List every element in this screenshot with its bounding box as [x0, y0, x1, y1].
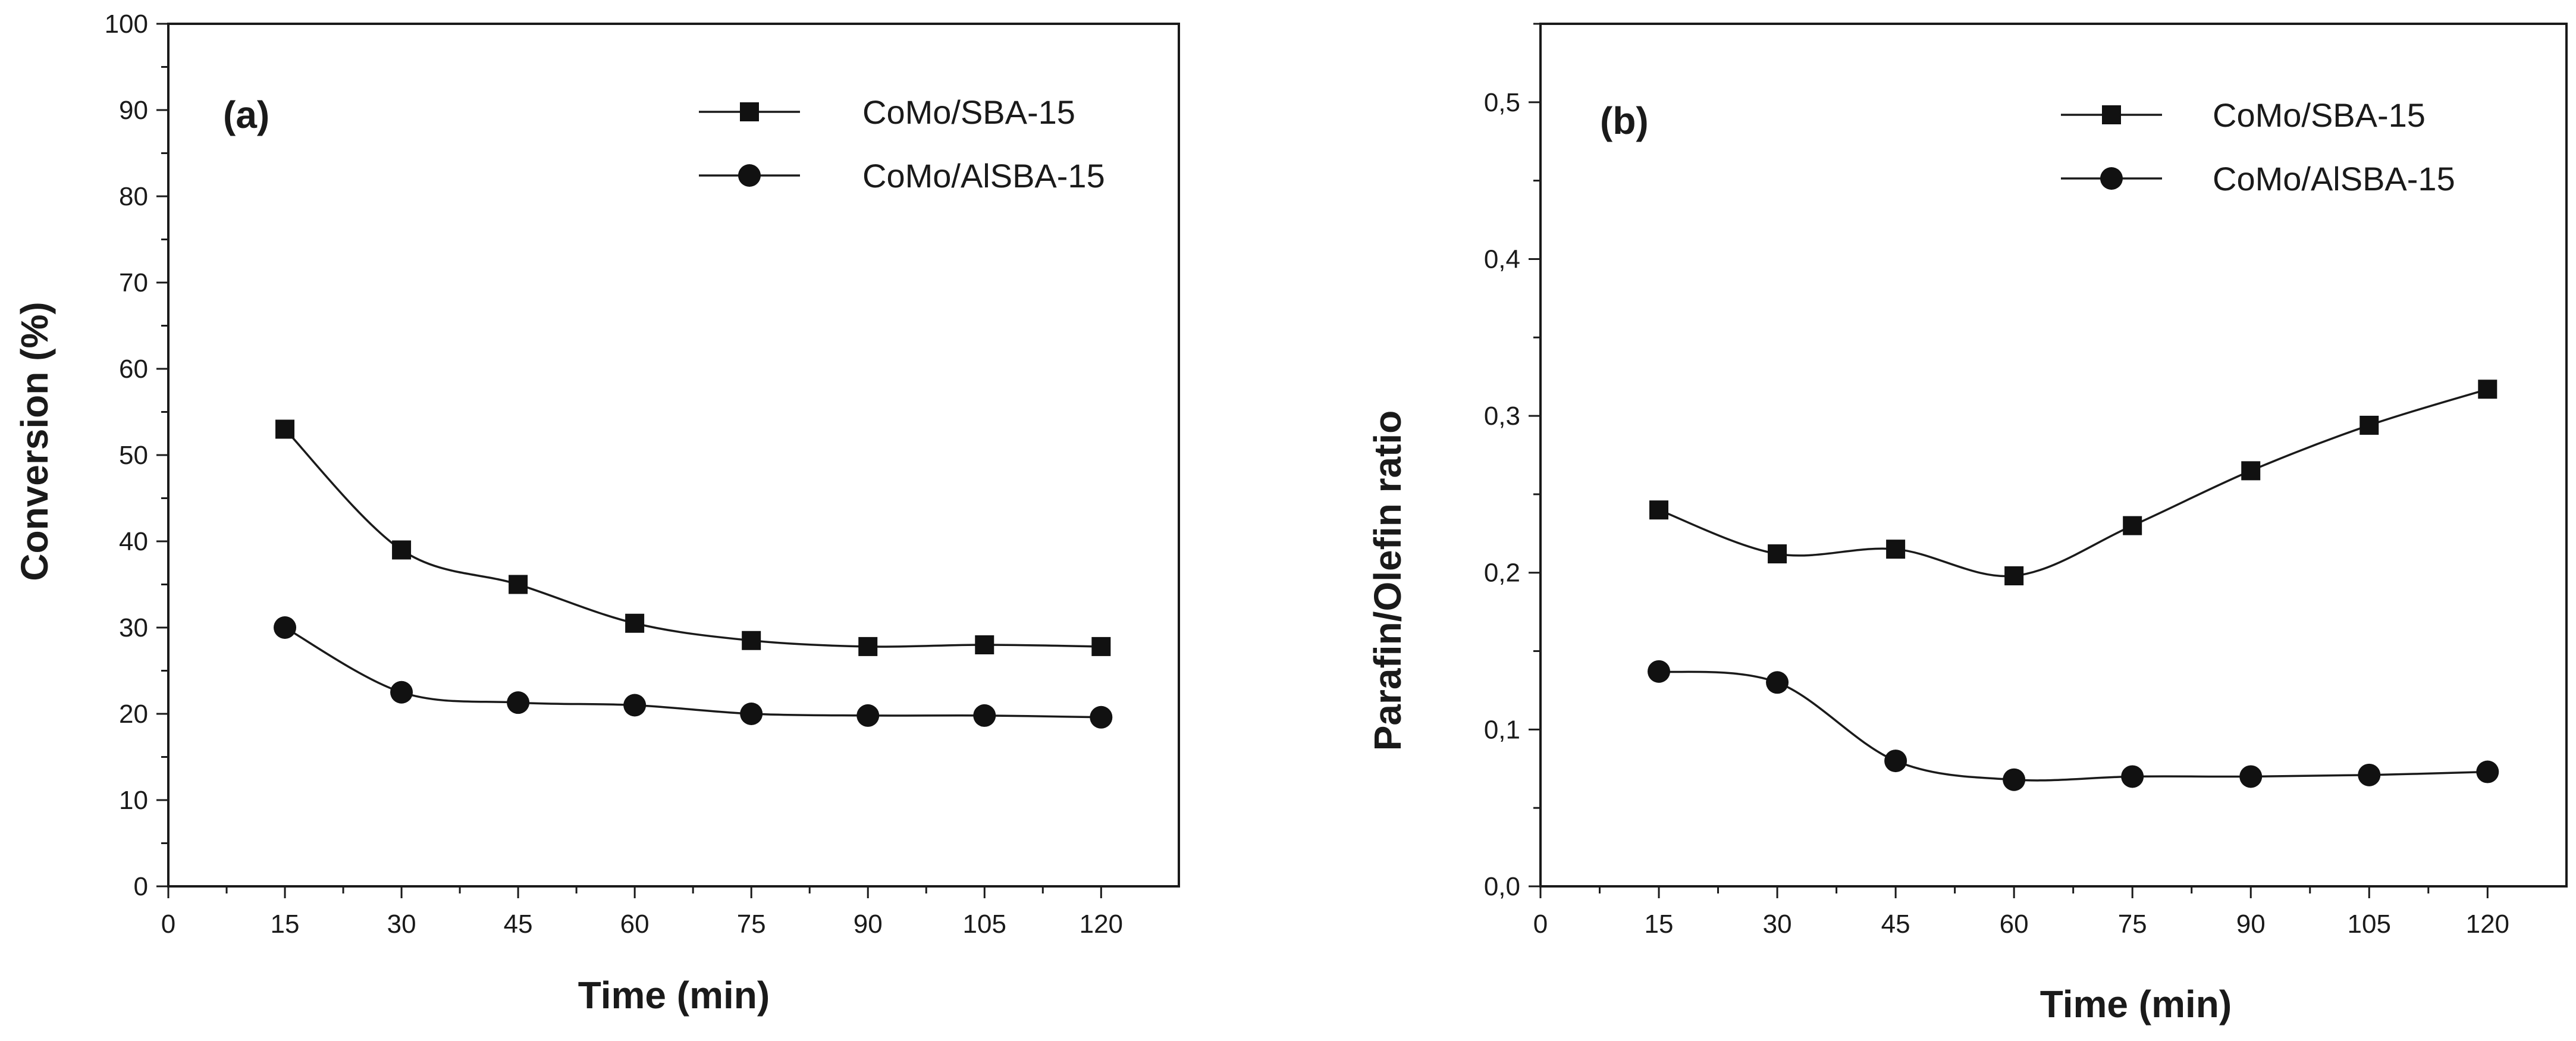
panel-b-series-1-point	[1886, 540, 1906, 559]
panel-a-legend-label-1: CoMo/SBA-15	[862, 93, 1075, 131]
panel-a-legend-label-2: CoMo/AlSBA-15	[862, 157, 1105, 195]
panel-a-series-2-point	[274, 616, 297, 639]
panel-a-y-tick-label: 20	[119, 700, 148, 729]
panel-b-x-tick-label: 105	[2348, 910, 2391, 939]
panel-b-series-2-point	[2121, 765, 2144, 788]
panel-b-series-2-point	[1766, 671, 1789, 694]
panel-b: (b) Time (min) Parafin/Olefin ratio CoMo…	[1366, 23, 2568, 1026]
panel-b-y-tick-label: 0,0	[1484, 872, 1520, 901]
panel-b-series-1-line	[1658, 388, 2488, 578]
panel-a-x-tick-label: 105	[963, 910, 1006, 939]
panel-b-x-tick-label: 30	[1763, 910, 1792, 939]
panel-a-x-axis-title: Time (min)	[578, 974, 770, 1017]
panel-b-x-tick-label: 0	[1533, 910, 1548, 939]
panel-a-series-2-point	[623, 694, 647, 717]
panel-b-series-1-point	[2241, 461, 2261, 481]
panel-b-series-1-point	[2359, 415, 2379, 435]
panel-b-legend-marker-2	[2100, 167, 2123, 190]
panel-b-series-2-point	[2239, 765, 2263, 788]
panel-a-y-tick-label: 70	[119, 268, 148, 297]
panel-a-series-1-point	[625, 613, 645, 633]
panel-a-y-tick-label: 100	[105, 10, 148, 39]
panel-b-x-tick-label: 15	[1645, 910, 1674, 939]
panel-a-x-tick-label: 90	[854, 910, 883, 939]
panel-b-x-axis-title: Time (min)	[2040, 983, 2232, 1026]
panel-a-x-tick-label: 15	[271, 910, 300, 939]
panel-b-series-2-point	[2476, 760, 2499, 783]
panel-b-series-1-point	[2123, 516, 2142, 535]
panel-a-y-tick-label: 10	[119, 786, 148, 815]
panel-b-x-tick-label: 45	[1881, 910, 1910, 939]
panel-a-series-1-point	[275, 419, 295, 439]
panel-a-y-tick-label: 50	[119, 441, 148, 470]
panel-b-y-tick-label: 0,4	[1484, 244, 1520, 274]
panel-a-y-axis-title: Conversion (%)	[13, 302, 56, 581]
panel-b-x-tick-label: 75	[2118, 910, 2147, 939]
panel-b-series-1-point	[2478, 380, 2497, 399]
panel-a-legend-marker-2	[738, 164, 761, 187]
panel-a-series-2-point	[1090, 706, 1113, 729]
panel-b-series-2-point	[1648, 660, 1671, 683]
panel-a-label: (a)	[223, 93, 269, 136]
panel-a-y-tick-label: 60	[119, 355, 148, 384]
panel-a-series-1-line	[284, 428, 1102, 648]
panel-a-x-tick-label: 45	[504, 910, 533, 939]
panel-a-plot-frame	[167, 23, 1180, 888]
panel-a-series-2-point	[390, 681, 413, 704]
panel-a-y-tick-label: 0	[134, 872, 148, 901]
panel-a-y-tick-label: 30	[119, 613, 148, 642]
panel-b-y-tick-label: 0,2	[1484, 559, 1520, 588]
panel-b-series-1-point	[2004, 566, 2024, 585]
panel-a-series-1-point	[509, 575, 528, 594]
panel-a-series-2-point	[740, 703, 763, 725]
panel-a-series-2-point	[856, 704, 880, 727]
panel-a-series-2-point	[507, 691, 530, 714]
panel-a-y-tick-label: 40	[119, 527, 148, 556]
panel-b-x-tick-label: 120	[2466, 910, 2509, 939]
panel-b-series-2-point	[1884, 750, 1907, 773]
panel-b-plot-frame	[1539, 23, 2568, 888]
panel-a-series-1-point	[392, 540, 412, 560]
panel-a-x-tick-label: 75	[737, 910, 766, 939]
panel-b-x-tick-label: 60	[2000, 910, 2029, 939]
panel-b-legend-label-1: CoMo/SBA-15	[2213, 96, 2426, 134]
panel-a-y-tick-label: 80	[119, 182, 148, 211]
panel-b-y-tick-label: 0,3	[1484, 402, 1520, 431]
panel-b-y-axis-title: Parafin/Olefin ratio	[1366, 410, 1409, 751]
panel-a-x-tick-label: 30	[387, 910, 416, 939]
panel-a: (a) Time (min) Conversion (%) CoMo/SBA-1…	[13, 10, 1180, 1017]
panel-b-legend-marker-1	[2102, 105, 2121, 124]
panel-b-series-1-point	[1649, 500, 1669, 520]
panel-a-x-tick-label: 60	[620, 910, 650, 939]
panel-b-legend-label-2: CoMo/AlSBA-15	[2213, 160, 2455, 197]
panel-a-x-tick-label: 0	[161, 910, 175, 939]
panel-b-y-tick-label: 0,1	[1484, 715, 1520, 744]
panel-b-label: (b)	[1600, 99, 1649, 142]
panel-a-series-1-point	[742, 631, 761, 650]
panel-a-series-1-point	[1091, 636, 1111, 656]
panel-a-x-tick-label: 120	[1080, 910, 1123, 939]
panel-b-series-2-line	[1658, 670, 2488, 782]
panel-a-series-1-point	[975, 635, 994, 654]
panel-b-series-2-point	[2003, 768, 2026, 791]
panel-a-series-2-point	[973, 704, 996, 727]
panel-b-x-tick-label: 90	[2236, 910, 2266, 939]
panel-b-y-tick-label: 0,5	[1484, 88, 1520, 117]
panel-b-series-1-point	[1768, 544, 1787, 564]
panel-b-series-2-point	[2358, 763, 2381, 786]
panel-a-legend-marker-1	[740, 102, 759, 121]
panel-a-y-tick-label: 90	[119, 96, 148, 125]
panel-a-series-1-point	[858, 636, 878, 656]
